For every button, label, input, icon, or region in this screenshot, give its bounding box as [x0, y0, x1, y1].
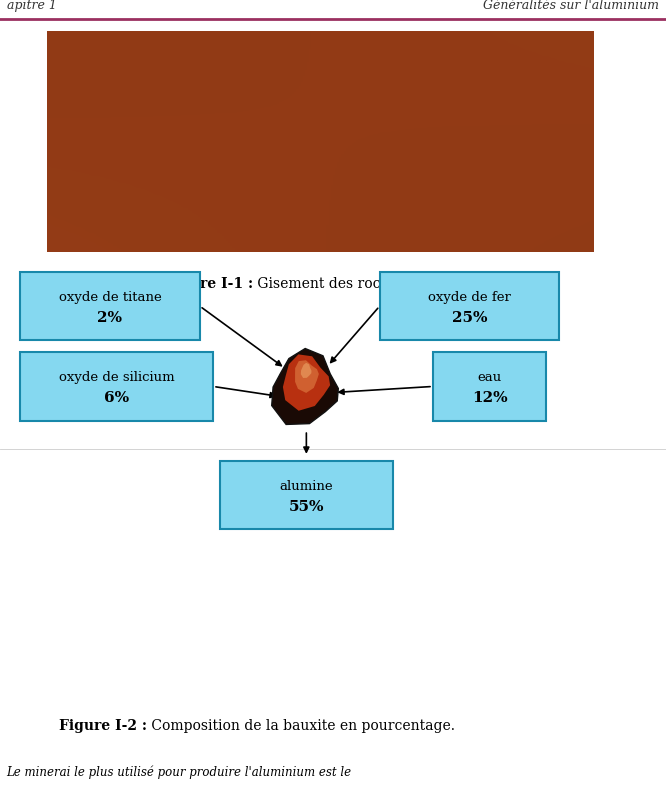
FancyBboxPatch shape	[20, 273, 200, 341]
Text: Figure I-1 :: Figure I-1 :	[165, 277, 253, 290]
Text: 12%: 12%	[472, 391, 507, 405]
Text: oxyde de fer: oxyde de fer	[428, 291, 511, 304]
Text: oxyde de titane: oxyde de titane	[59, 291, 161, 304]
FancyBboxPatch shape	[433, 353, 546, 421]
Text: Composition de la bauxite en pourcentage.: Composition de la bauxite en pourcentage…	[147, 718, 454, 731]
Text: Gisement des roches de bauxite.: Gisement des roches de bauxite.	[253, 277, 488, 290]
Polygon shape	[283, 355, 330, 411]
Text: 2%: 2%	[97, 310, 123, 325]
Text: alumine: alumine	[280, 480, 333, 492]
Polygon shape	[272, 349, 338, 425]
Polygon shape	[295, 361, 319, 394]
Text: oxyde de silicium: oxyde de silicium	[59, 371, 174, 384]
Text: eau: eau	[478, 371, 501, 384]
Text: 25%: 25%	[452, 310, 488, 325]
FancyBboxPatch shape	[380, 273, 559, 341]
FancyBboxPatch shape	[220, 461, 393, 529]
Text: 55%: 55%	[288, 499, 324, 513]
Text: Le minerai le plus utilisé pour produire l'aluminium est le: Le minerai le plus utilisé pour produire…	[7, 764, 352, 778]
Text: 6%: 6%	[104, 391, 129, 405]
Text: Figure I-2 :: Figure I-2 :	[59, 718, 147, 731]
Text: Généralités sur l'aluminium: Généralités sur l'aluminium	[484, 0, 659, 12]
FancyBboxPatch shape	[20, 353, 213, 421]
Polygon shape	[301, 363, 312, 379]
Text: apitre 1: apitre 1	[7, 0, 57, 12]
